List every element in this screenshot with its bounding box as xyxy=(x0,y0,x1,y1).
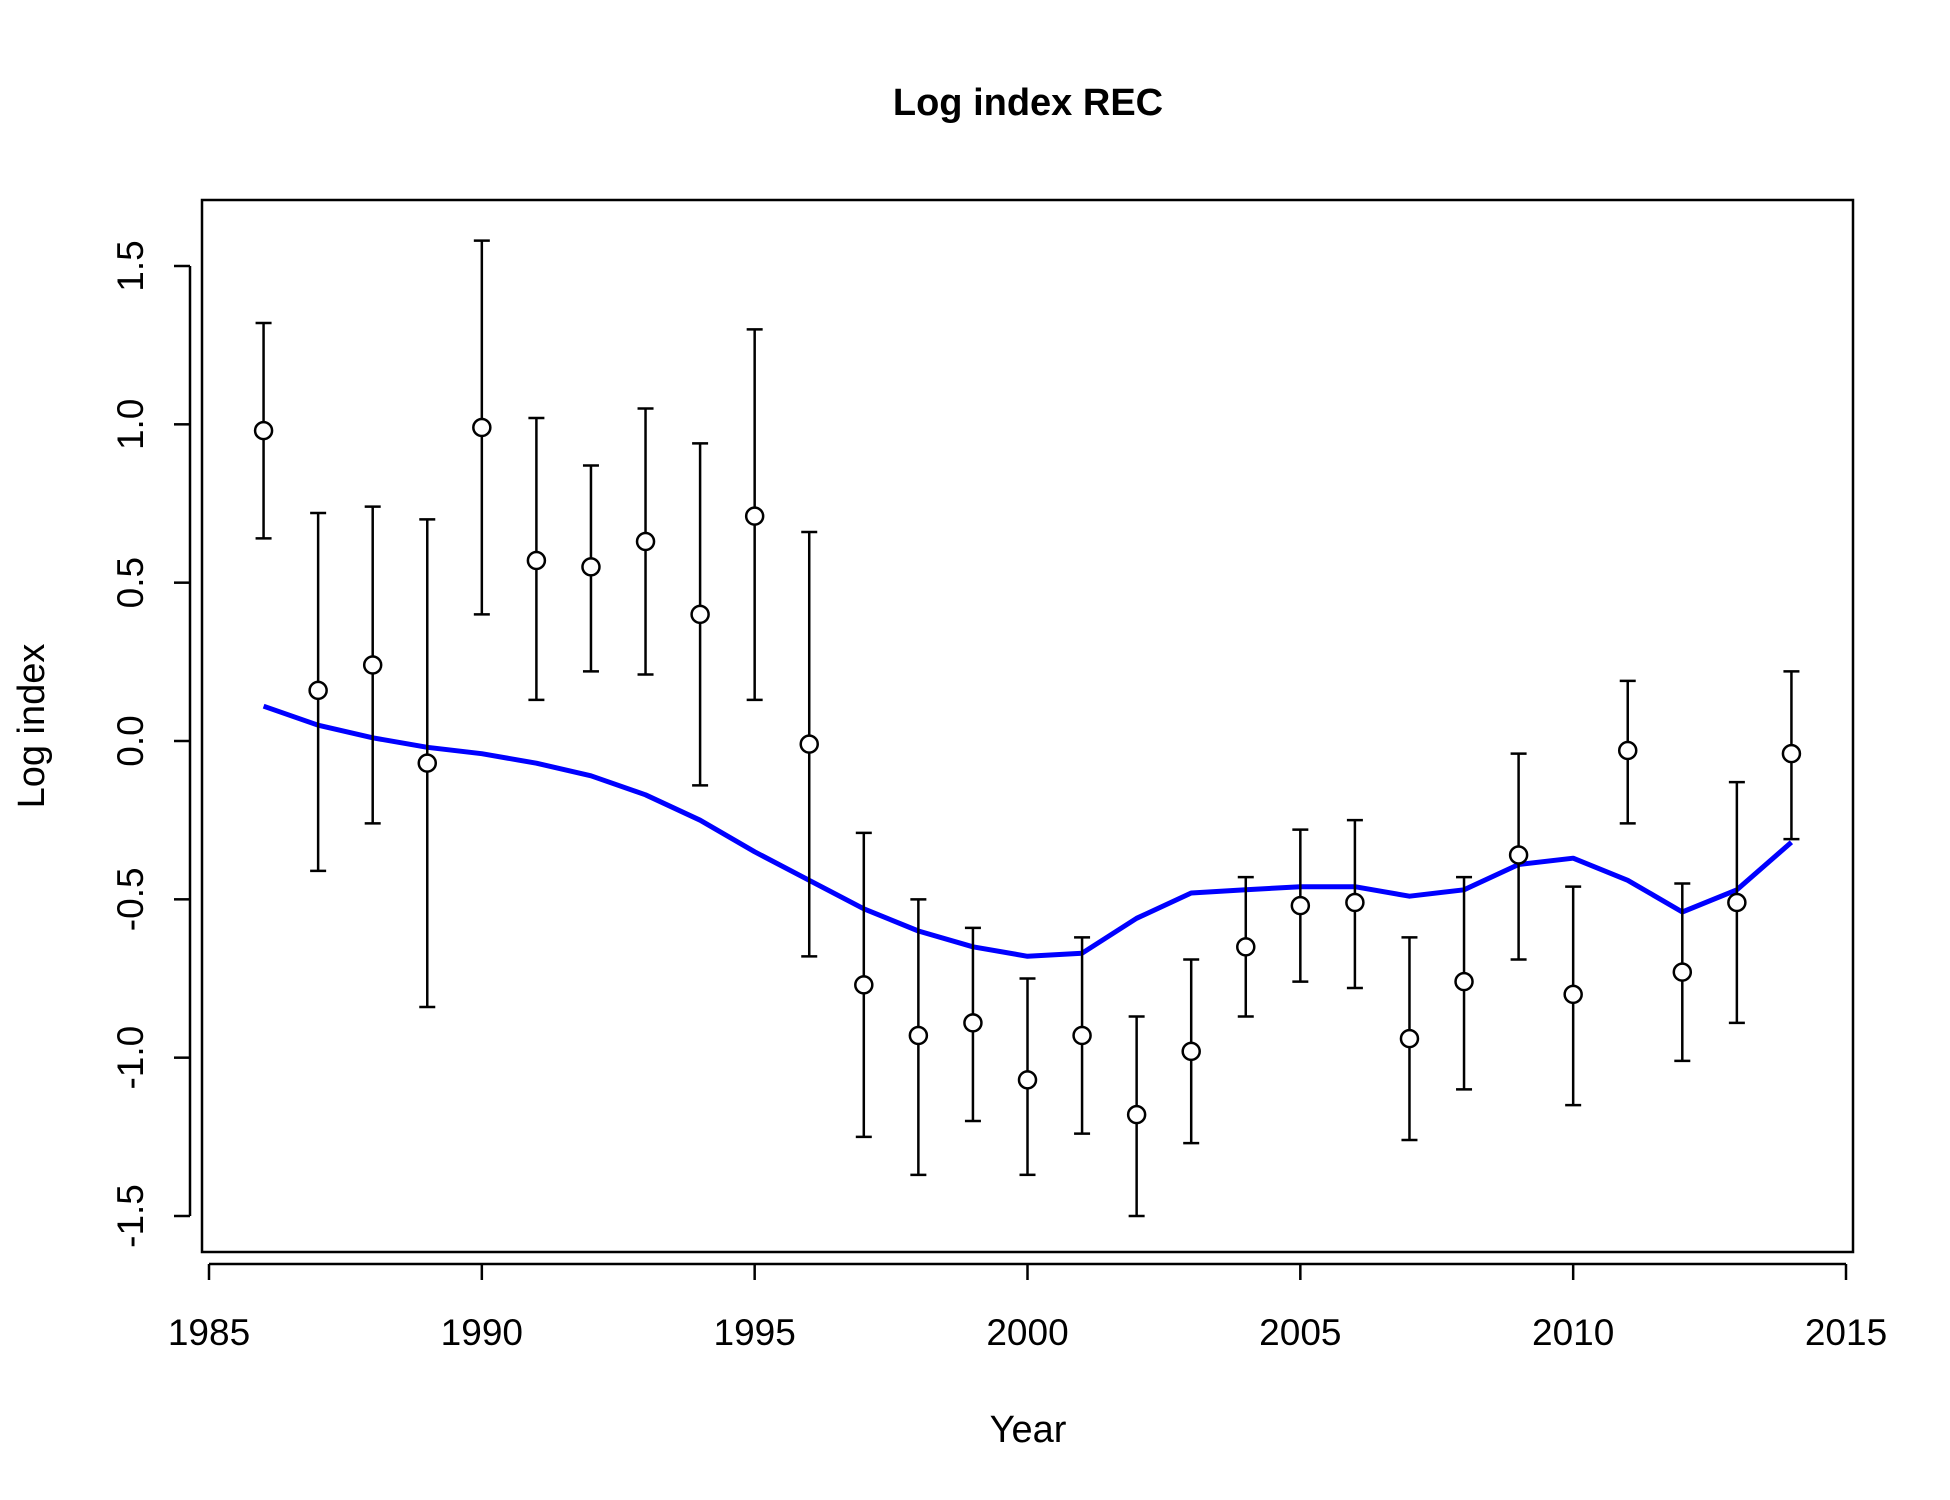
x-tick-label: 2010 xyxy=(1532,1312,1614,1353)
observation xyxy=(1126,1015,1147,1218)
x-axis-label: Year xyxy=(990,1409,1067,1451)
data-point xyxy=(1399,1028,1420,1049)
chart-title: Log index REC xyxy=(893,82,1163,124)
data-point xyxy=(1563,984,1583,1005)
data-point xyxy=(744,506,765,526)
y-tick-label: -1.5 xyxy=(110,1184,151,1248)
data-point xyxy=(1345,892,1365,913)
y-tick-label: -1.0 xyxy=(110,1026,151,1090)
data-point xyxy=(308,680,328,701)
observation xyxy=(1563,885,1583,1107)
y-tick-label: 0.5 xyxy=(110,557,151,608)
observation xyxy=(1290,828,1311,983)
plot-frame xyxy=(200,198,1855,1254)
data-point xyxy=(1290,895,1311,916)
observation xyxy=(854,831,874,1139)
data-point xyxy=(472,417,492,438)
data-point xyxy=(1126,1104,1147,1125)
fitted-series xyxy=(262,703,1794,959)
x-tick-label: 2005 xyxy=(1259,1312,1341,1353)
observation xyxy=(1672,882,1693,1063)
observation xyxy=(963,926,983,1123)
x-axis: 1985 1990 1995 2000 2005 2010 2015 xyxy=(168,1262,1887,1353)
observation xyxy=(581,464,601,673)
data-point xyxy=(1781,743,1802,764)
observed-series xyxy=(253,239,1802,1218)
y-tick-label: 0.0 xyxy=(110,715,151,766)
y-tick-label: 1.5 xyxy=(110,240,151,291)
data-point xyxy=(690,604,710,625)
observation xyxy=(690,442,710,787)
x-tick-label: 2000 xyxy=(986,1312,1068,1353)
observation xyxy=(1617,679,1638,825)
data-point xyxy=(362,655,383,675)
observation xyxy=(526,416,547,702)
data-point xyxy=(1617,740,1638,761)
observation xyxy=(253,321,274,540)
observation xyxy=(1781,670,1802,841)
observation xyxy=(1017,977,1038,1177)
x-tick-label: 1990 xyxy=(441,1312,523,1353)
y-axis-label: Log index xyxy=(11,644,53,809)
data-point xyxy=(526,550,547,571)
data-point xyxy=(1181,1041,1201,1062)
data-point xyxy=(1017,1070,1038,1090)
data-point xyxy=(1727,892,1747,913)
observation xyxy=(308,511,328,873)
observation xyxy=(1727,780,1747,1025)
y-tick-label: -0.5 xyxy=(110,867,151,931)
data-point xyxy=(854,975,874,995)
observation xyxy=(417,518,438,1009)
data-point xyxy=(417,753,438,773)
observation xyxy=(1454,875,1474,1091)
x-tick-label: 1995 xyxy=(714,1312,796,1353)
observation xyxy=(908,898,929,1177)
data-point xyxy=(581,557,601,577)
x-tick-label: 2015 xyxy=(1805,1312,1887,1353)
y-axis: -1.5 -1.0 -0.5 0.0 0.5 1.0 1.5 xyxy=(110,240,192,1248)
observation xyxy=(799,530,819,958)
observation xyxy=(1236,875,1256,1018)
data-point xyxy=(635,531,656,552)
observation xyxy=(635,407,656,676)
observation xyxy=(1399,936,1420,1142)
data-point xyxy=(1672,962,1693,982)
observation xyxy=(744,328,765,702)
observation xyxy=(1508,752,1529,961)
y-tick-label: 1.0 xyxy=(110,399,151,450)
data-point xyxy=(799,734,819,754)
observation xyxy=(362,505,383,825)
data-point xyxy=(1236,937,1256,957)
data-point xyxy=(1508,845,1529,865)
fitted-line xyxy=(262,703,1794,959)
data-point xyxy=(1454,971,1474,992)
observation xyxy=(1345,818,1365,990)
data-point xyxy=(908,1025,929,1046)
data-point xyxy=(253,420,274,441)
observation xyxy=(1181,958,1201,1145)
x-tick-label: 1985 xyxy=(168,1312,250,1353)
data-point xyxy=(1072,1025,1092,1046)
observation xyxy=(1072,936,1092,1135)
observation xyxy=(472,239,492,616)
data-point xyxy=(963,1013,983,1033)
